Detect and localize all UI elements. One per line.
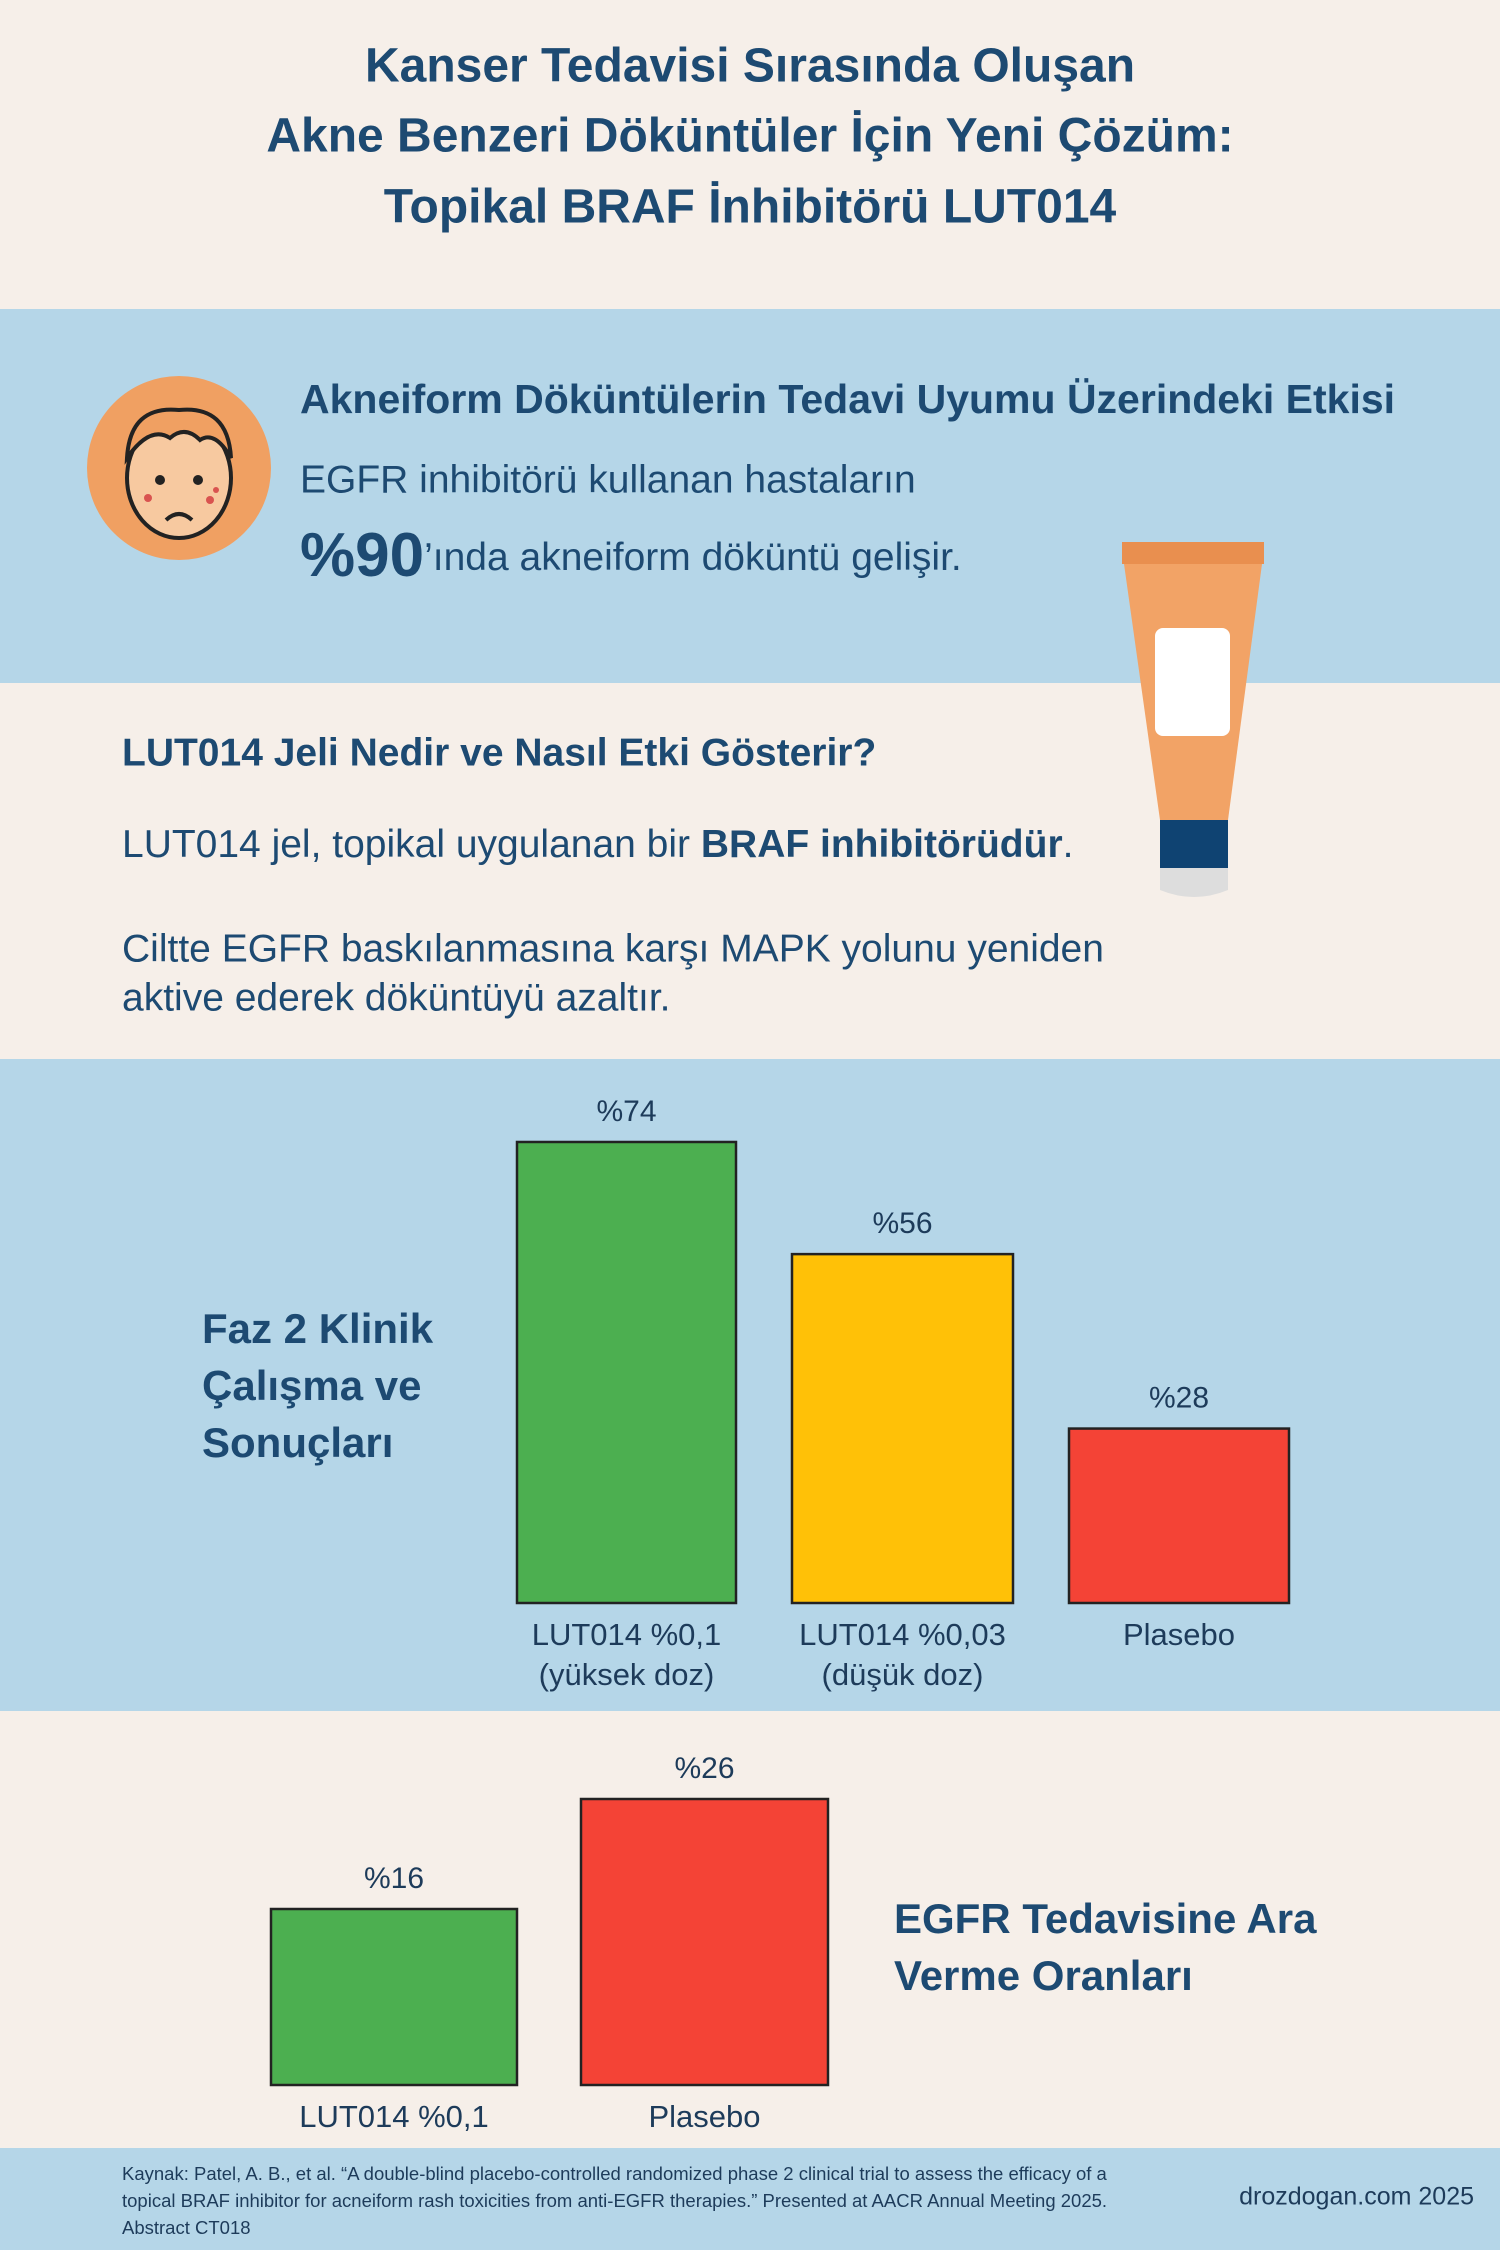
para-text: LUT014 jel, topikal uygulanan bir [122,823,701,866]
para-bold: BRAF inhibitörüdür [701,823,1063,866]
credit: drozdogan.com 2025 [1239,2183,1474,2211]
chart-title-box: Faz 2 Klinik Çalışma ve Sonuçları [202,1305,434,1466]
chart-title: EGFR Tedavisine Ara Verme Oranları [894,1895,1317,1999]
impact-heading: Akneiform Döküntülerin Tedavi Uyumu Üzer… [300,376,1395,422]
category-label-box: LUT014 %0,1 (yüksek doz) [531,1617,722,1692]
bar [579,1797,830,2087]
title-line: Akne Benzeri Döküntüler İçin Yeni Çözüm: [266,110,1233,163]
category-label-box: Plasebo [1122,1617,1236,1652]
about-para1: LUT014 jel, topikal uygulanan bir BRAF i… [122,823,1073,866]
chart-title-box: EGFR Tedavisine Ara Verme Oranları [894,1895,1317,1999]
impact-text: EGFR inhibitörü kullanan hastaların [300,458,916,501]
about-para2-line: Ciltte EGFR baskılanmasına karşı MAPK yo… [122,927,1104,970]
face-icon [87,376,271,560]
category-label-box: LUT014 %0,03 (düşük doz) [799,1617,1006,1692]
category-label: Plasebo [1122,1617,1236,1652]
category-label: LUT014 %0,03 (düşük doz) [799,1617,1006,1692]
about-bg [0,683,1500,1059]
bar [1067,1427,1291,1605]
title-line: Topikal BRAF İnhibitörü LUT014 [384,181,1117,234]
about-para2-line: aktive ederek döküntüyü azaltır. [122,976,671,1019]
chart-title: Faz 2 Klinik Çalışma ve Sonuçları [202,1305,434,1466]
source: Kaynak: Patel, A. B., et al. “A double-b… [122,2163,1108,2238]
category-label: Plasebo [648,2099,761,2134]
header-bg [0,0,1500,309]
about-heading: LUT014 Jeli Nedir ve Nasıl Etki Gösterir… [122,731,876,774]
footer-bg [0,2148,1500,2250]
gel-tube [1122,542,1264,897]
source-box: Kaynak: Patel, A. B., et al. “A double-b… [122,2163,1108,2238]
value-label: %26 [674,1752,734,1785]
title-line: Kanser Tedavisi Sırasında Oluşan [365,40,1135,93]
para-text: . [1063,823,1074,866]
impact-stat-text: ’ında akneiform döküntü gelişir. [424,536,962,579]
impact-stat-line: %90’ında akneiform döküntü gelişir. [300,521,962,590]
impact-stat: %90 [300,521,424,590]
value-label: %74 [596,1095,656,1128]
value-label: %56 [872,1207,932,1240]
category-label: LUT014 %0,1 [299,2099,489,2134]
bar [790,1252,1015,1605]
value-label: %16 [364,1862,424,1895]
category-label: LUT014 %0,1 (yüksek doz) [531,1617,722,1692]
category-label-box: LUT014 %0,1 [299,2099,489,2134]
title: Kanser Tedavisi Sırasında Oluşan Akne Be… [266,40,1233,234]
bar [515,1140,738,1605]
category-label-box: Plasebo [648,2099,761,2134]
value-label: %28 [1149,1381,1209,1414]
bar [269,1907,519,2087]
